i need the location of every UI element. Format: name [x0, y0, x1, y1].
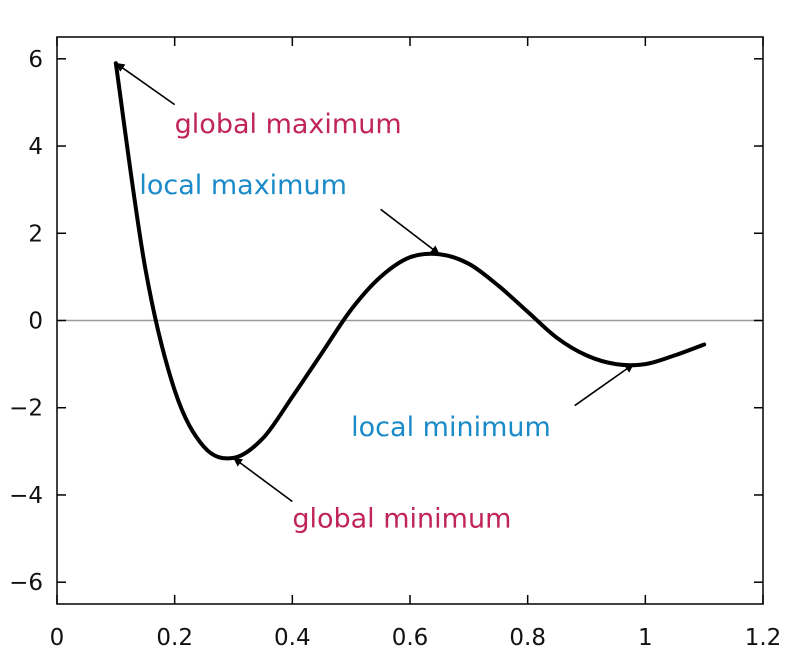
x-tick-label: 0: [50, 625, 65, 651]
annotation-arrow: [574, 363, 635, 407]
annotation-arrow: [233, 457, 293, 503]
x-tick-label: 0.6: [392, 625, 429, 651]
annotation-label: local maximum: [139, 170, 347, 201]
x-tick-label: 0.8: [509, 625, 546, 651]
y-tick-label: −6: [9, 570, 43, 596]
x-tick-label: 0.4: [274, 625, 311, 651]
annotation-label: global minimum: [292, 504, 511, 535]
y-tick-label: −4: [9, 483, 43, 509]
x-tick-label: 1.2: [745, 625, 782, 651]
annotation-arrow: [380, 208, 440, 255]
x-tick-label: 1: [638, 625, 653, 651]
y-tick-label: 6: [28, 47, 43, 73]
y-tick-label: 4: [28, 134, 43, 160]
y-tick-label: 0: [28, 309, 43, 335]
series-line: [113, 61, 707, 461]
annotation-label: local minimum: [351, 412, 551, 443]
annotation-arrow: [115, 62, 176, 106]
y-tick-label: −2: [9, 396, 43, 422]
y-tick-label: 2: [28, 221, 43, 247]
annotation-label: global maximum: [175, 109, 402, 140]
x-tick-label: 0.2: [156, 625, 193, 651]
